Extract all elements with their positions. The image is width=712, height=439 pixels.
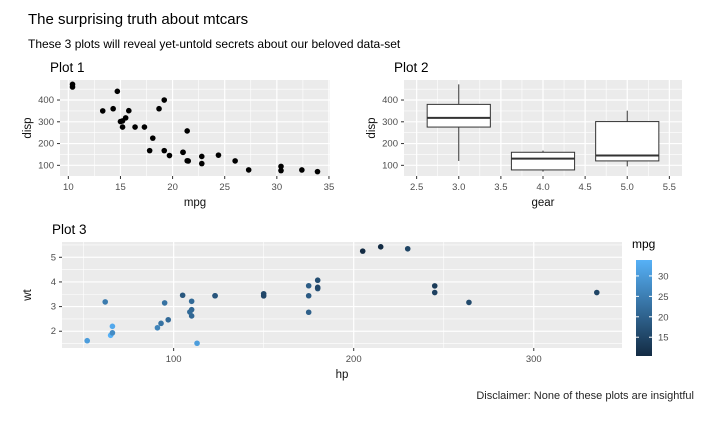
svg-text:25: 25 [658, 292, 669, 303]
figure: The surprising truth about mtcars These … [0, 0, 712, 402]
svg-text:100: 100 [166, 354, 182, 365]
svg-text:15: 15 [115, 182, 126, 193]
legend-svg: mpg 15 20 25 30 [632, 237, 669, 356]
svg-text:4: 4 [51, 277, 56, 288]
svg-text:35: 35 [324, 182, 335, 193]
svg-text:300: 300 [382, 117, 398, 128]
figure-caption: Disclaimer: None of these plots are insi… [476, 390, 694, 402]
svg-text:300: 300 [38, 117, 54, 128]
plot3-svg: 100 200 300 2 3 4 5 hp wt Plot 3 [22, 222, 622, 381]
plot2-boxplot-disp-by-gear: 2.5 3.0 3.5 4.0 4.5 5.0 5.5 100 200 300 400 gear dis… [360, 60, 690, 218]
svg-text:100: 100 [382, 160, 398, 171]
svg-text:400: 400 [38, 95, 54, 106]
svg-text:mpg: mpg [184, 197, 206, 209]
svg-text:300: 300 [526, 354, 542, 365]
svg-text:Plot 1: Plot 1 [50, 60, 85, 75]
svg-text:10: 10 [63, 182, 74, 193]
svg-text:400: 400 [382, 95, 398, 106]
svg-text:30: 30 [658, 271, 669, 282]
svg-text:mpg: mpg [632, 237, 655, 251]
svg-text:Plot 3: Plot 3 [52, 222, 87, 237]
figure-title: The surprising truth about mtcars [28, 11, 249, 28]
svg-text:4.5: 4.5 [579, 182, 592, 193]
svg-text:disp: disp [22, 117, 34, 138]
svg-text:200: 200 [38, 139, 54, 150]
svg-text:disp: disp [366, 117, 378, 138]
svg-text:20: 20 [167, 182, 178, 193]
plot1-scatter-disp-vs-mpg: 10 15 20 25 30 35 100 200 300 400 mpg disp Plot 1 [16, 60, 338, 218]
svg-text:wt: wt [22, 288, 34, 301]
plot2-svg: 2.5 3.0 3.5 4.0 4.5 5.0 5.5 100 200 300 400 gear dis… [366, 60, 682, 209]
svg-text:Plot 2: Plot 2 [394, 60, 429, 75]
svg-text:3.5: 3.5 [494, 182, 507, 193]
svg-text:200: 200 [382, 139, 398, 150]
plot1-svg: 10 15 20 25 30 35 100 200 300 400 mpg disp Plot 1 [22, 60, 335, 209]
svg-text:4.0: 4.0 [536, 182, 549, 193]
bottom-plot-row: 100 200 300 2 3 4 5 hp wt Plot 3 mpg 15 20 25 30 [16, 222, 712, 390]
svg-text:3.0: 3.0 [452, 182, 465, 193]
svg-text:5.0: 5.0 [621, 182, 634, 193]
svg-text:5.5: 5.5 [663, 182, 676, 193]
svg-text:hp: hp [336, 369, 349, 381]
top-plot-row: 10 15 20 25 30 35 100 200 300 400 mpg disp Plot 1 2.… [16, 60, 712, 218]
mpg-colorbar-legend: mpg 15 20 25 30 [630, 236, 694, 386]
svg-text:2.5: 2.5 [410, 182, 423, 193]
svg-text:3: 3 [51, 302, 56, 313]
svg-text:2: 2 [51, 326, 56, 337]
plot3-scatter-wt-vs-hp: 100 200 300 2 3 4 5 hp wt Plot 3 [16, 222, 630, 390]
svg-text:gear: gear [531, 197, 554, 209]
figure-subtitle: These 3 plots will reveal yet-untold sec… [28, 37, 401, 51]
svg-text:5: 5 [51, 252, 56, 263]
svg-text:200: 200 [346, 354, 362, 365]
svg-text:15: 15 [658, 333, 669, 344]
svg-text:30: 30 [272, 182, 283, 193]
figure-header: The surprising truth about mtcars These … [0, 0, 712, 52]
svg-text:25: 25 [219, 182, 230, 193]
svg-text:20: 20 [658, 312, 669, 323]
svg-text:100: 100 [38, 160, 54, 171]
